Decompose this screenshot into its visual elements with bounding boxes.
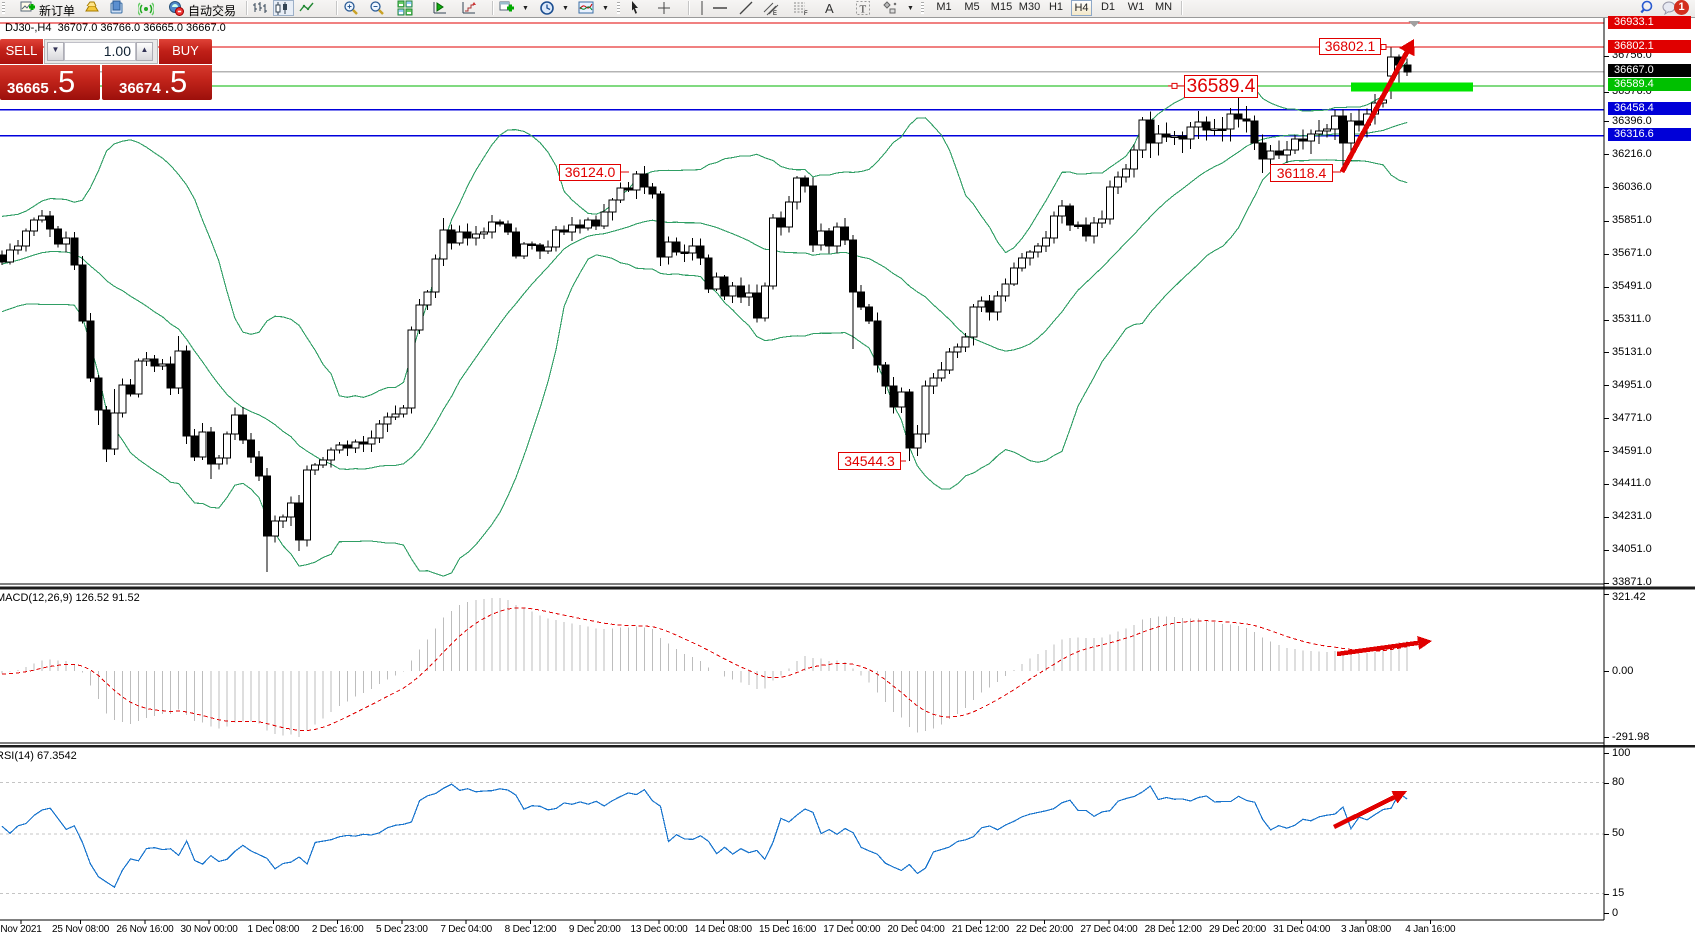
svg-text:E: E	[773, 11, 777, 16]
svg-text:F: F	[804, 11, 808, 16]
svg-text:A: A	[825, 1, 834, 16]
svg-text:T: T	[860, 4, 867, 16]
